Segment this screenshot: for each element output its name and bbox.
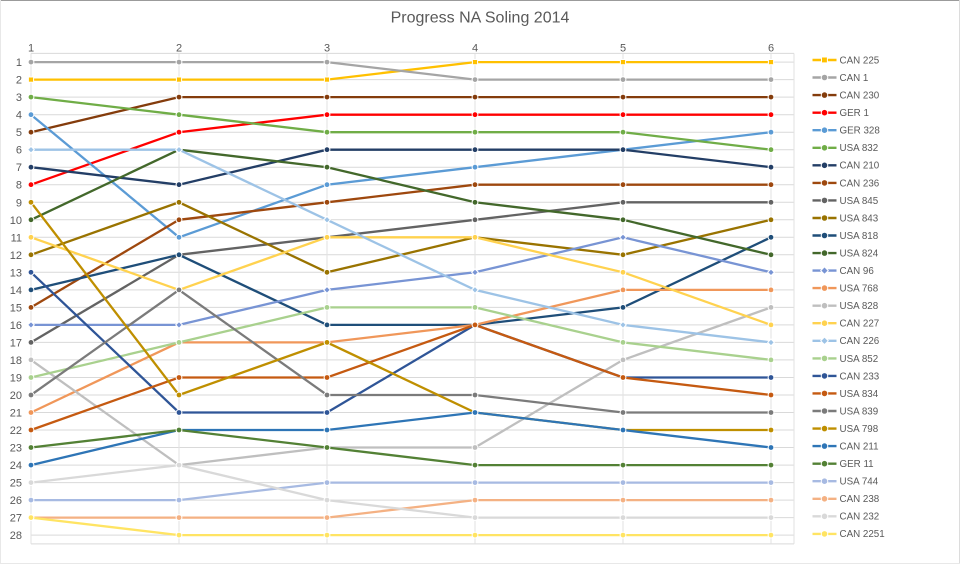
svg-text:USA 768: USA 768 — [840, 284, 879, 295]
svg-text:CAN 227: CAN 227 — [840, 319, 880, 330]
svg-text:GER 11: GER 11 — [840, 459, 874, 470]
svg-text:27: 27 — [10, 513, 22, 525]
svg-text:USA 843: USA 843 — [840, 213, 879, 224]
svg-text:11: 11 — [11, 232, 22, 244]
svg-text:USA 744: USA 744 — [840, 477, 879, 488]
svg-text:25: 25 — [10, 478, 22, 490]
svg-text:2: 2 — [176, 43, 182, 55]
svg-text:6: 6 — [16, 145, 22, 157]
svg-text:12: 12 — [10, 250, 22, 262]
svg-text:20: 20 — [10, 390, 22, 402]
svg-text:CAN 210: CAN 210 — [840, 161, 880, 172]
svg-text:17: 17 — [10, 337, 22, 349]
svg-text:3: 3 — [16, 92, 22, 104]
svg-text:22: 22 — [10, 425, 22, 437]
svg-text:1: 1 — [28, 43, 34, 55]
svg-text:28: 28 — [10, 530, 22, 542]
svg-text:CAN 230: CAN 230 — [840, 91, 880, 102]
svg-text:10: 10 — [10, 215, 22, 227]
svg-text:CAN 232: CAN 232 — [840, 512, 880, 523]
svg-text:21: 21 — [10, 408, 22, 420]
svg-text:GER 1: GER 1 — [840, 108, 869, 119]
svg-text:GER 328: GER 328 — [840, 126, 881, 137]
svg-text:CAN 1: CAN 1 — [840, 73, 869, 84]
svg-text:CAN 2251: CAN 2251 — [840, 529, 885, 540]
svg-text:15: 15 — [10, 302, 22, 314]
svg-text:8: 8 — [16, 180, 22, 192]
svg-text:5: 5 — [16, 127, 22, 139]
svg-text:USA 832: USA 832 — [840, 143, 879, 154]
svg-text:CAN 238: CAN 238 — [840, 494, 880, 505]
svg-text:CAN 96: CAN 96 — [840, 266, 875, 277]
svg-text:13: 13 — [10, 267, 22, 279]
svg-text:14: 14 — [10, 285, 22, 297]
svg-text:USA 824: USA 824 — [840, 248, 879, 259]
svg-text:16: 16 — [10, 320, 22, 332]
svg-text:USA 798: USA 798 — [840, 424, 879, 435]
svg-text:CAN 236: CAN 236 — [840, 178, 880, 189]
svg-text:4: 4 — [16, 110, 22, 122]
svg-text:18: 18 — [10, 355, 22, 367]
svg-text:1: 1 — [16, 57, 22, 69]
svg-text:6: 6 — [768, 43, 774, 55]
svg-text:23: 23 — [10, 443, 22, 455]
svg-text:24: 24 — [10, 460, 22, 472]
svg-text:USA 828: USA 828 — [840, 301, 879, 312]
svg-text:USA 852: USA 852 — [840, 354, 879, 365]
svg-text:CAN 233: CAN 233 — [840, 371, 880, 382]
svg-text:USA 818: USA 818 — [840, 231, 879, 242]
svg-text:CAN 211: CAN 211 — [840, 442, 879, 453]
svg-text:5: 5 — [620, 43, 626, 55]
svg-text:2: 2 — [16, 75, 22, 87]
svg-text:19: 19 — [10, 373, 22, 385]
svg-text:26: 26 — [10, 495, 22, 507]
svg-text:Progress NA Soling 2014: Progress NA Soling 2014 — [391, 10, 570, 27]
svg-text:USA 839: USA 839 — [840, 406, 879, 417]
svg-text:3: 3 — [324, 43, 330, 55]
svg-text:7: 7 — [16, 162, 22, 174]
svg-text:CAN 225: CAN 225 — [840, 55, 880, 66]
svg-text:4: 4 — [472, 43, 478, 55]
svg-text:9: 9 — [16, 197, 22, 209]
svg-text:CAN 226: CAN 226 — [840, 336, 880, 347]
svg-text:USA 834: USA 834 — [840, 389, 879, 400]
svg-text:USA 845: USA 845 — [840, 196, 879, 207]
